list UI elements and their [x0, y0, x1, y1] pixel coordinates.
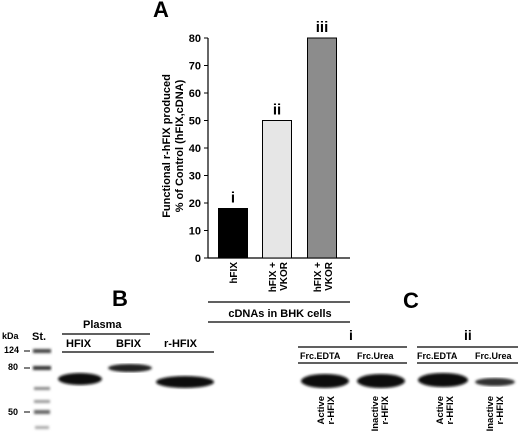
band-hfix: [58, 373, 102, 385]
kda-label: kDa: [2, 331, 19, 341]
svg-text:r-HFIX: r-HFIX: [445, 395, 456, 424]
lane-label-hfix: HFIX: [66, 338, 92, 350]
bar-3: [307, 37, 337, 259]
svg-text:hFIX +: hFIX +: [313, 262, 324, 292]
svg-text:hFIX +: hFIX +: [268, 262, 279, 292]
x-category-label-1: hFIX: [229, 262, 240, 284]
band-edta-i: [301, 374, 349, 388]
panel-c-lane-label-2: Inactive r-HFIX: [370, 395, 391, 431]
x-category-label-3: hFIX + VKOR: [313, 261, 335, 292]
svg-text:r-HFIX: r-HFIX: [495, 395, 506, 424]
panel-a-chart: Functional r-hFIX produced % of Control …: [161, 19, 350, 323]
panel-c-lane-label-3: Active r-HFIX: [435, 395, 456, 424]
band-edta-ii: [418, 373, 468, 387]
band-r-hfix: [156, 376, 214, 388]
svg-text:Active: Active: [435, 396, 446, 425]
y-tick-label-50: 50: [189, 116, 201, 128]
fraction-urea-ii: Frc.Urea: [475, 351, 512, 361]
standard-lane-label: St.: [32, 331, 47, 343]
fraction-urea-i: Frc.Urea: [357, 351, 394, 361]
svg-text:r-HFIX: r-HFIX: [326, 395, 337, 424]
svg-text:Active: Active: [316, 396, 327, 425]
svg-text:VKOR: VKOR: [279, 261, 290, 291]
marker-50: 50: [8, 407, 19, 417]
bar-2: [262, 120, 292, 259]
panel-c-blot: Active r-HFIX Inactive r-HFIX Active r-HFIX In…: [298, 346, 518, 431]
bar-marker-i: i: [231, 190, 235, 207]
svg-text:Inactive: Inactive: [370, 396, 381, 431]
panel-c-letter: C: [403, 288, 419, 313]
fraction-edta-ii: Frc.EDTA: [417, 351, 458, 361]
plasma-label: Plasma: [83, 319, 122, 331]
band-urea-i: [357, 374, 405, 388]
y-tick-label-40: 40: [189, 143, 201, 155]
y-tick-label-30: 30: [189, 171, 201, 183]
panel-c-lane-label-4: Inactive r-HFIX: [485, 395, 506, 431]
panel-a-letter: A: [153, 0, 169, 22]
bar-marker-iii: iii: [316, 19, 329, 36]
fraction-edta-i: Frc.EDTA: [300, 351, 341, 361]
panel-c-lane-label-1: Active r-HFIX: [316, 395, 337, 424]
svg-text:hFIX: hFIX: [229, 262, 240, 284]
standard-ladder: [33, 349, 51, 429]
bar-marker-ii: ii: [273, 102, 281, 119]
group-i-label: i: [349, 327, 353, 343]
band-urea-ii: [475, 378, 515, 386]
panel-b-letter: B: [112, 286, 128, 311]
bar-1: [218, 208, 248, 259]
panel-b-blot: [24, 333, 214, 429]
y-axis-title-line2: % of Control (hFIX,cDNA): [174, 79, 186, 212]
y-tick-label-80: 80: [189, 33, 201, 45]
band-bfix: [108, 364, 152, 372]
group-ii-label: ii: [464, 327, 472, 343]
svg-text:VKOR: VKOR: [324, 261, 335, 291]
lane-label-bfix: BFIX: [116, 338, 142, 350]
y-tick-label-0: 0: [195, 253, 201, 265]
x-group-label: cDNAs in BHK cells: [228, 308, 331, 320]
svg-text:Inactive: Inactive: [485, 396, 496, 431]
svg-text:r-HFIX: r-HFIX: [380, 395, 391, 424]
x-category-label-2: hFIX + VKOR: [268, 261, 290, 292]
y-tick-label-10: 10: [189, 226, 201, 238]
y-tick-label-60: 60: [189, 88, 201, 100]
y-tick-label-20: 20: [189, 198, 201, 210]
marker-80: 80: [8, 362, 19, 372]
marker-124: 124: [4, 345, 20, 355]
lane-label-r-hfix: r-HFIX: [164, 338, 197, 350]
y-tick-label-70: 70: [189, 61, 201, 73]
y-axis-title-line1: Functional r-hFIX produced: [161, 74, 173, 218]
